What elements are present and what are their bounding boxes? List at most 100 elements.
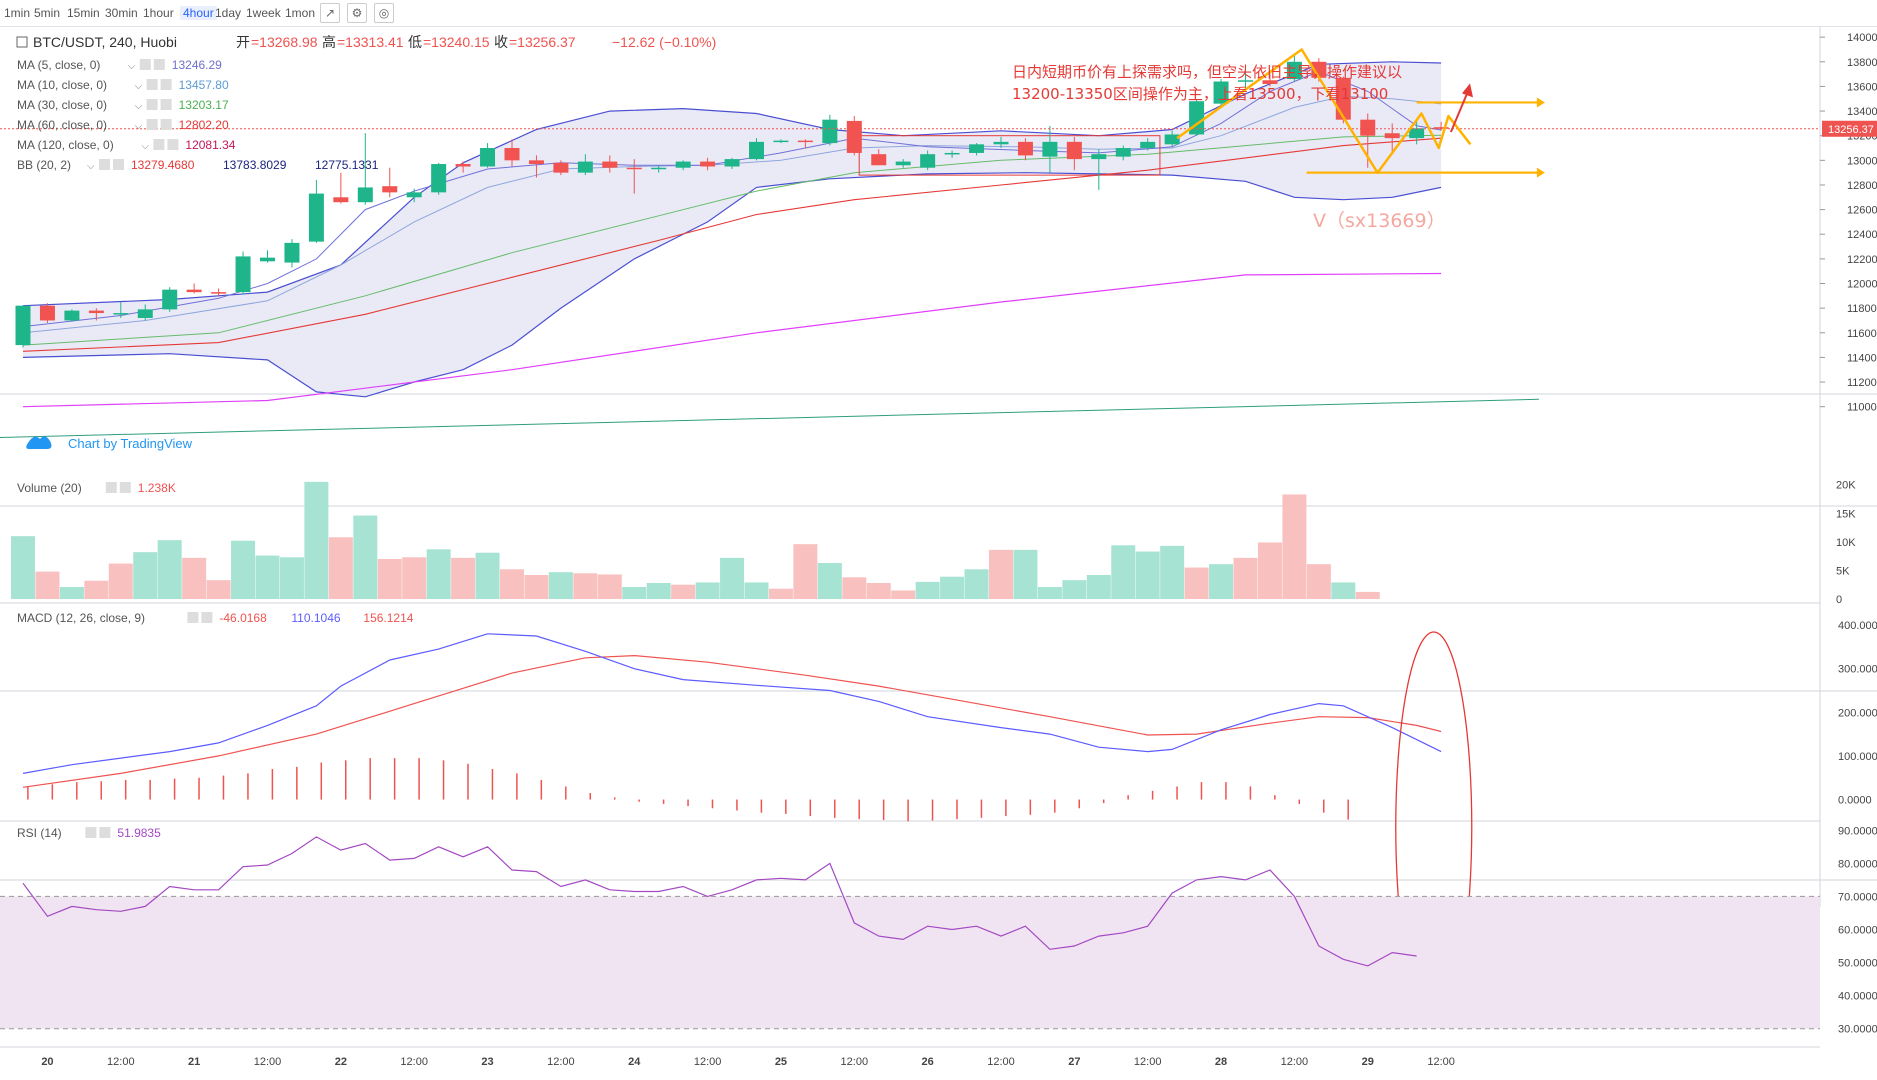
settings-icon[interactable] (146, 119, 158, 130)
candle (357, 133, 373, 205)
candle (528, 155, 544, 178)
candle (797, 139, 813, 149)
candle-body (1091, 154, 1107, 160)
close-icon[interactable] (201, 612, 213, 623)
time-axis[interactable]: 20 12:00 21 12:00 22 12:00 23 12:00 24 12:00 25 12:… (0, 1046, 1820, 1068)
close-icon[interactable] (153, 59, 165, 70)
volume-bar (720, 557, 745, 599)
ohlc-label: 低 (408, 35, 422, 51)
bollinger-lower-line (22, 172, 1442, 398)
candle (382, 167, 398, 198)
price-tick-label: 12200.00 (1847, 254, 1877, 266)
candle-body (651, 167, 667, 170)
ohlc-label: 收 (494, 35, 508, 51)
timeframe-1hour[interactable]: 1hour (143, 6, 174, 20)
screenshot-icon[interactable]: ◎ (374, 3, 394, 23)
timeframe-1mon[interactable]: 1mon (285, 6, 316, 20)
candle-body (675, 161, 691, 168)
timeframe-1min[interactable]: 1min (4, 6, 31, 20)
settings-icon[interactable] (99, 159, 110, 170)
indicator-icon[interactable]: ↗ (320, 3, 340, 23)
close-icon[interactable] (99, 827, 111, 838)
close-icon[interactable] (167, 139, 179, 150)
timeframe-1week[interactable]: 1week (246, 6, 281, 20)
settings-icon[interactable] (153, 139, 165, 150)
indicator-label[interactable]: MA (120, close, 0) (17, 138, 114, 152)
candle-body (284, 242, 300, 263)
candle (235, 251, 251, 295)
close-icon[interactable] (113, 159, 124, 170)
dropdown-icon[interactable]: ⌵ (135, 121, 143, 132)
time-tick-label: 22 (335, 1056, 347, 1068)
candle-body (920, 154, 936, 168)
collapse-icon[interactable] (16, 36, 28, 48)
indicator-value: 13457.80 (179, 78, 229, 92)
candle (993, 136, 1009, 149)
ma30-line (22, 134, 1442, 346)
close-icon[interactable] (119, 482, 131, 493)
price-axis[interactable]: 11000.00 11200.00 11400.00 11600.00 11800.00… (1820, 32, 1877, 1036)
candle (773, 139, 789, 144)
close-icon[interactable] (160, 119, 172, 130)
rsi-line (22, 836, 1417, 967)
volume-bar (1355, 591, 1380, 599)
timeframe-30min[interactable]: 30min (105, 6, 138, 20)
candle-body (1213, 81, 1229, 104)
settings-icon[interactable] (146, 79, 158, 90)
settings-icon[interactable] (139, 59, 151, 70)
candle-body (1409, 128, 1425, 139)
indicator-label[interactable]: MA (30, close, 0) (17, 98, 107, 112)
candle-body (333, 197, 349, 203)
candle-body (357, 187, 373, 203)
rsi-band-fill (0, 896, 1820, 1029)
ohlc-value: =13268.98 (251, 34, 318, 50)
timeframe-1day[interactable]: 1day (215, 6, 242, 20)
candle-body (1066, 141, 1082, 160)
timeframe-4hour[interactable]: 4hour (180, 6, 217, 20)
settings-icon[interactable] (146, 99, 158, 110)
time-tick-label: 12:00 (1134, 1056, 1162, 1068)
volume-bar (206, 580, 231, 599)
indicator-label[interactable]: BB (20, 2) (17, 158, 71, 172)
pane-title[interactable]: Volume (20) (17, 481, 82, 495)
price-tick-label: 11000.00 (1847, 402, 1877, 414)
close-icon[interactable] (160, 99, 172, 110)
dropdown-icon[interactable]: ⌵ (135, 81, 143, 92)
symbol-title: BTC/USDT, 240, Huobi (33, 34, 177, 50)
candle (1164, 130, 1180, 147)
candle-body (162, 289, 178, 310)
candle (602, 155, 618, 173)
timeframe-5min[interactable]: 5min (34, 6, 61, 20)
rsi-value: 51.9835 (117, 826, 161, 840)
candle (846, 115, 862, 156)
candle (186, 283, 202, 294)
indicator-label[interactable]: MA (5, close, 0) (17, 58, 100, 72)
dropdown-icon[interactable]: ⌵ (135, 101, 143, 112)
time-tick-label: 12:00 (1427, 1056, 1455, 1068)
candle-body (602, 161, 618, 168)
settings-icon[interactable] (85, 827, 97, 838)
dropdown-icon[interactable]: ⌵ (141, 141, 149, 152)
settings-icon[interactable] (105, 482, 117, 493)
price-panel[interactable]: 日内短期币价有上探需求吗，但空头依旧主导，操作建议以 13200-13350区间操… (0, 48, 1820, 452)
settings-icon[interactable] (187, 612, 199, 623)
candle (1286, 54, 1302, 82)
pane-title[interactable]: RSI (14) (17, 826, 62, 840)
trading-chart[interactable]: 日内短期币价有上探需求吗，但空头依旧主导，操作建议以 13200-13350区间操… (0, 27, 1877, 1080)
timeframe-15min[interactable]: 15min (67, 6, 100, 20)
candle-body (1017, 141, 1033, 156)
candle-body (577, 161, 593, 173)
volume-bar (891, 590, 916, 599)
indicator-label[interactable]: MA (60, close, 0) (17, 118, 107, 132)
indicator-label[interactable]: MA (10, close, 0) (17, 78, 107, 92)
tradingview-watermark[interactable]: Chart by TradingView (68, 436, 193, 451)
close-icon[interactable] (160, 79, 172, 90)
pane-title[interactable]: MACD (12, 26, close, 9) (17, 611, 145, 625)
dropdown-icon[interactable]: ⌵ (87, 161, 95, 172)
settings-icon[interactable]: ⚙ (347, 3, 367, 23)
volume-bar (1257, 542, 1282, 599)
candle-body (846, 120, 862, 153)
candle-body (895, 161, 911, 166)
dropdown-icon[interactable]: ⌵ (128, 61, 136, 72)
volume-bar (989, 549, 1013, 599)
